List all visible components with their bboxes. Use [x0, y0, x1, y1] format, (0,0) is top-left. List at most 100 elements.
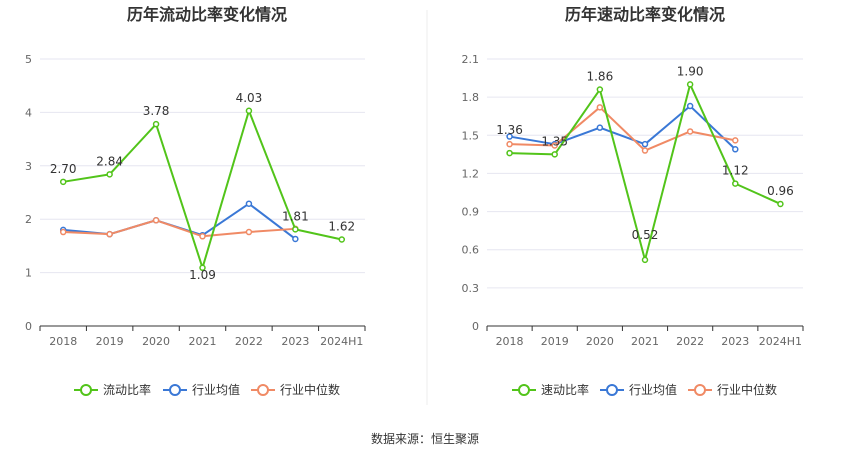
- x-tick-label: 2019: [96, 335, 124, 348]
- data-point[interactable]: [292, 235, 299, 243]
- data-point[interactable]: [732, 146, 739, 153]
- chart-title: 历年流动比率变化情况: [127, 5, 287, 24]
- current-ratio-chart: 历年流动比率变化情况 0 1 2 3 4 5 2018 2019 2020 2021 2022 202…: [25, 5, 366, 397]
- data-point[interactable]: [506, 149, 513, 157]
- y-tick-label: 0: [25, 320, 32, 333]
- y-tick-label: 2.1: [462, 53, 480, 66]
- x-tick-label: 2021: [631, 335, 659, 348]
- data-point[interactable]: [338, 236, 346, 243]
- data-label: 4.03: [236, 91, 263, 105]
- data-label: 1.90: [677, 64, 704, 78]
- data-label: 1.12: [722, 164, 749, 178]
- legend-item[interactable]: 行业均值: [600, 382, 677, 397]
- legend-label: 行业均值: [629, 382, 677, 397]
- data-label: 0.96: [767, 184, 794, 198]
- legend-swatch-marker: [518, 384, 530, 396]
- data-point[interactable]: [292, 226, 299, 233]
- y-tick-label: 5: [25, 53, 32, 66]
- legend-item[interactable]: 行业中位数: [251, 382, 340, 397]
- data-label: 1.36: [496, 123, 523, 137]
- data-label: 1.09: [189, 268, 216, 282]
- data-point[interactable]: [641, 147, 649, 154]
- legend-item[interactable]: 流动比率: [74, 382, 151, 397]
- series-line: [63, 109, 342, 269]
- data-point[interactable]: [686, 102, 694, 110]
- x-tick-label: 2024H1: [320, 335, 363, 348]
- data-point[interactable]: [199, 233, 206, 240]
- data-point[interactable]: [732, 137, 739, 144]
- data-label: 1.86: [586, 70, 613, 84]
- data-point[interactable]: [596, 124, 604, 131]
- x-tick-label: 2019: [541, 335, 569, 348]
- data-point[interactable]: [152, 120, 160, 128]
- chart-title: 历年速动比率变化情况: [565, 5, 725, 24]
- legend-item[interactable]: 速动比率: [512, 382, 589, 397]
- legend-label: 行业中位数: [280, 382, 340, 397]
- legend-swatch-marker: [80, 384, 92, 396]
- y-tick-label: 1.5: [462, 129, 480, 142]
- series-line: [509, 105, 736, 150]
- x-tick-label: 2023: [721, 335, 749, 348]
- y-tick-label: 0.6: [462, 244, 480, 257]
- legend-item[interactable]: 行业均值: [163, 382, 240, 397]
- legend-label: 流动比率: [103, 382, 151, 397]
- data-point[interactable]: [199, 264, 206, 272]
- series-line: [509, 106, 736, 152]
- y-tick-label: 0.9: [462, 206, 480, 219]
- y-tick-label: 1.2: [462, 167, 480, 180]
- data-point[interactable]: [732, 180, 739, 187]
- legend-swatch-marker: [257, 384, 269, 396]
- y-tick-label: 0: [472, 320, 479, 333]
- y-tick-label: 2: [25, 213, 32, 226]
- legend-swatch-marker: [169, 384, 181, 396]
- data-label: 2.84: [96, 154, 123, 168]
- data-point[interactable]: [641, 256, 649, 264]
- data-label: 1.35: [541, 134, 568, 148]
- data-point[interactable]: [686, 81, 694, 88]
- data-point[interactable]: [59, 228, 67, 236]
- legend-item[interactable]: 行业中位数: [688, 382, 777, 397]
- data-point[interactable]: [106, 171, 113, 178]
- legend-swatch-marker: [694, 384, 706, 396]
- data-label: 1.81: [282, 209, 309, 223]
- data-point[interactable]: [245, 228, 253, 236]
- data-point[interactable]: [152, 217, 160, 224]
- x-tick-label: 2020: [142, 335, 170, 348]
- y-tick-label: 1.8: [462, 91, 480, 104]
- data-point[interactable]: [506, 133, 513, 140]
- data-source-note: 数据来源：恒生聚源: [371, 431, 479, 446]
- data-point[interactable]: [596, 86, 604, 93]
- quick-ratio-chart: 历年速动比率变化情况 0 0.3 0.6 0.9 1.2 1.5 1.8 2.1 2018 201…: [462, 5, 804, 397]
- data-point[interactable]: [245, 107, 253, 115]
- x-tick-label: 2022: [676, 335, 704, 348]
- y-tick-label: 4: [25, 106, 32, 119]
- data-point[interactable]: [777, 200, 784, 208]
- data-point[interactable]: [686, 128, 694, 135]
- legend-label: 速动比率: [541, 382, 589, 397]
- data-point[interactable]: [551, 142, 558, 149]
- data-label: 3.78: [143, 104, 170, 118]
- data-point[interactable]: [106, 230, 113, 238]
- y-tick-label: 1: [25, 267, 32, 280]
- data-point[interactable]: [641, 140, 649, 148]
- y-tick-label: 0.3: [462, 282, 480, 295]
- data-point[interactable]: [551, 151, 558, 158]
- data-point[interactable]: [506, 140, 513, 148]
- y-tick-label: 3: [25, 160, 32, 173]
- x-tick-label: 2024H1: [759, 335, 802, 348]
- x-tick-label: 2022: [235, 335, 263, 348]
- legend-label: 行业均值: [192, 382, 240, 397]
- data-point[interactable]: [596, 104, 604, 111]
- data-point[interactable]: [59, 178, 67, 186]
- x-tick-label: 2020: [586, 335, 614, 348]
- data-label: 2.70: [50, 162, 77, 176]
- legend-swatch-marker: [606, 384, 618, 396]
- x-tick-label: 2021: [189, 335, 217, 348]
- x-tick-label: 2018: [49, 335, 77, 348]
- data-point[interactable]: [245, 200, 253, 207]
- x-tick-label: 2018: [496, 335, 524, 348]
- data-label: 1.62: [328, 219, 355, 233]
- series-line: [63, 219, 296, 238]
- x-tick-label: 2023: [281, 335, 309, 348]
